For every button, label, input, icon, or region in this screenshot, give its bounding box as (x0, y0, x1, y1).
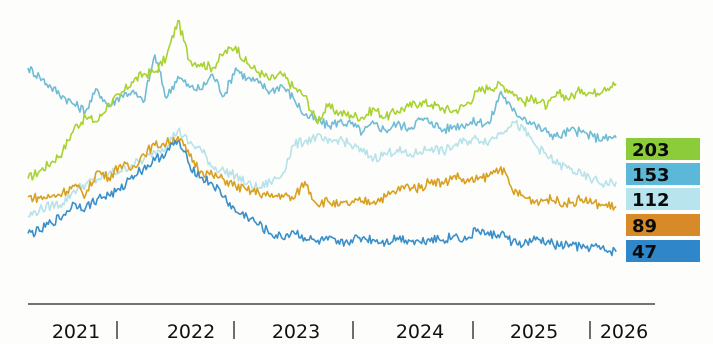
x-tick-label-2023: 2023 (272, 321, 320, 343)
series-line-153 (27, 54, 617, 143)
x-tick-label-2026: 2026 (600, 321, 648, 343)
end-value-box (626, 138, 700, 160)
end-value-labels: 203 153 112 89 47 (626, 138, 700, 263)
x-tick-label-2022: 2022 (167, 321, 215, 343)
end-value-text: 47 (632, 242, 657, 263)
series-layer (27, 19, 617, 257)
end-value-box (626, 214, 700, 236)
end-value-text: 203 (632, 140, 670, 161)
end-value-label-47: 47 (626, 240, 700, 263)
series-line-47 (27, 140, 617, 257)
end-value-text: 153 (632, 165, 670, 186)
end-value-text: 89 (632, 216, 657, 237)
end-value-box (626, 188, 700, 210)
end-value-text: 112 (632, 190, 670, 211)
series-line-89 (27, 135, 617, 211)
series-line-203 (27, 19, 617, 181)
end-value-box (626, 240, 700, 262)
x-tick-label-2021: 2021 (52, 321, 100, 343)
series-line-112 (27, 119, 617, 218)
x-tick-label-2024: 2024 (396, 321, 444, 343)
end-value-label-203: 203 (626, 138, 700, 161)
x-axis-ticks: 2021 2022 2023 2024 2025 2026 (52, 321, 648, 343)
end-value-label-153: 153 (626, 163, 700, 186)
end-value-box (626, 163, 700, 185)
end-value-label-112: 112 (626, 188, 700, 211)
end-value-label-89: 89 (626, 214, 700, 237)
x-tick-label-2025: 2025 (510, 321, 558, 343)
